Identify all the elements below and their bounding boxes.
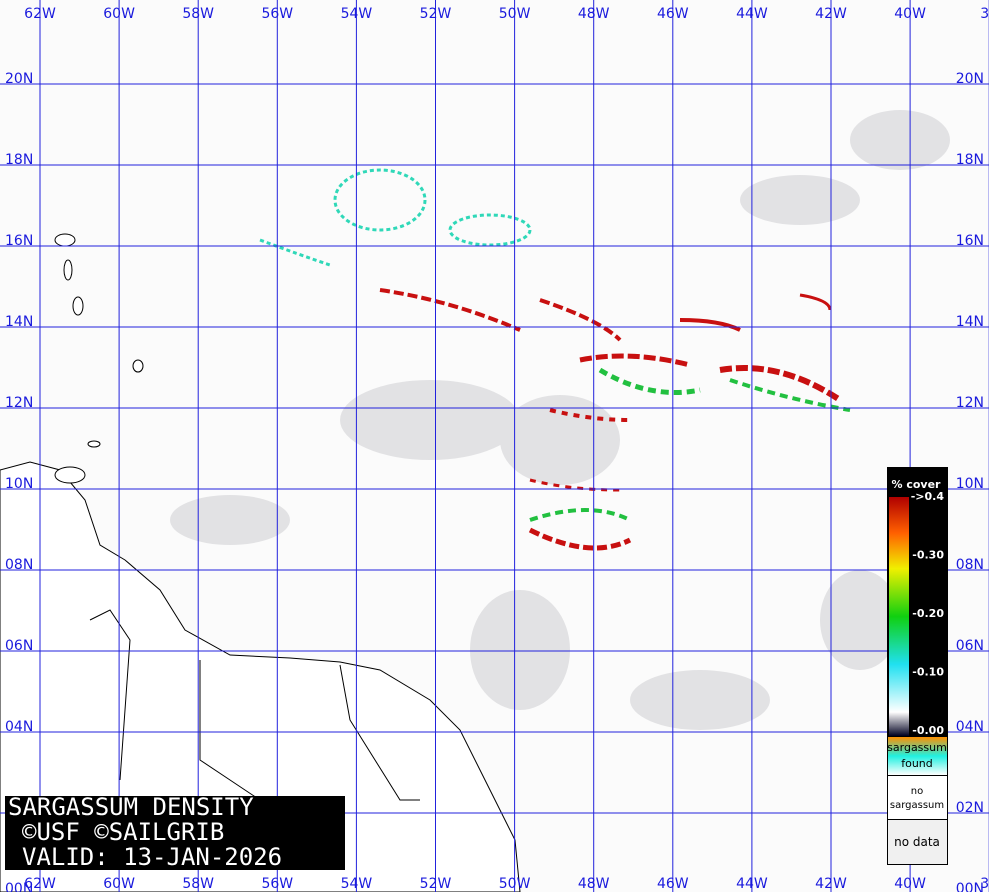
- longitude-label: 52W: [420, 6, 452, 22]
- longitude-label: 48W: [578, 876, 610, 892]
- latitude-label: 14N: [956, 314, 984, 330]
- latitude-label: 20N: [5, 71, 33, 87]
- longitude-label: 58W: [182, 6, 214, 22]
- latitude-label: 04N: [5, 719, 33, 735]
- longitude-label: 46W: [657, 876, 689, 892]
- longitude-label: 56W: [261, 6, 293, 22]
- none-swatch: [888, 776, 947, 819]
- title-line: ©USF ©SAILGRIB: [22, 818, 224, 846]
- longitude-label: 50W: [499, 876, 531, 892]
- scale-label: -0.30: [912, 549, 944, 562]
- longitude-label: 38: [980, 876, 989, 892]
- longitude-label: 46W: [657, 6, 689, 22]
- longitude-label: 48W: [578, 6, 610, 22]
- scale-label: -0.00: [912, 724, 944, 737]
- latitude-label: 12N: [956, 395, 984, 411]
- longitude-label: 38: [980, 6, 989, 22]
- title-line: VALID: 13-JAN-2026: [22, 843, 282, 871]
- latitude-label: 14N: [5, 314, 33, 330]
- scale-label: -0.20: [912, 607, 944, 620]
- latitude-label: 16N: [5, 233, 33, 249]
- longitude-label: 42W: [815, 6, 847, 22]
- longitude-label: 60W: [103, 876, 135, 892]
- found-swatch: [888, 737, 947, 775]
- legend-nodata: no data: [894, 835, 940, 849]
- latitude-label: 18N: [956, 152, 984, 168]
- latitude-label: 12N: [5, 395, 33, 411]
- latitude-label: 18N: [5, 152, 33, 168]
- longitude-label: 56W: [261, 876, 293, 892]
- scale-label: -0.10: [912, 666, 944, 679]
- longitude-label: 54W: [341, 876, 373, 892]
- latitude-label: 20N: [956, 71, 984, 87]
- legend: % cover sargassum found no sargassum no …: [887, 467, 948, 865]
- longitude-label: 52W: [420, 876, 452, 892]
- latitude-label: 08N: [5, 557, 33, 573]
- longitude-label: 58W: [182, 876, 214, 892]
- longitude-label: 42W: [815, 876, 847, 892]
- latitude-label: 00N: [956, 881, 984, 892]
- scale-label: ->0.4: [911, 490, 945, 503]
- islands: [54, 233, 144, 484]
- nodata-swatch: [888, 820, 947, 864]
- legend-title: % cover: [892, 478, 942, 491]
- longitude-label: 40W: [894, 6, 926, 22]
- longitude-label: 54W: [341, 6, 373, 22]
- latitude-label: 10N: [5, 476, 33, 492]
- title-box: [5, 796, 345, 870]
- legend-none-2: sargassum: [890, 800, 944, 811]
- longitude-label: 44W: [736, 876, 768, 892]
- colorbar: [889, 497, 909, 736]
- legend-found: sargassum: [887, 741, 947, 754]
- latitude-label: 08N: [956, 557, 984, 573]
- latitude-label: 10N: [956, 476, 984, 492]
- legend-found-2: found: [901, 757, 933, 770]
- legend-none: no: [911, 786, 923, 797]
- title-line: SARGASSUM DENSITY: [8, 793, 254, 821]
- latitude-label: 00N: [5, 881, 33, 892]
- latitude-label: 06N: [956, 638, 984, 654]
- longitude-label: 62W: [24, 876, 56, 892]
- longitude-label: 60W: [103, 6, 135, 22]
- longitude-label: 40W: [894, 876, 926, 892]
- latitude-label: 02N: [956, 800, 984, 816]
- latitude-label: 06N: [5, 638, 33, 654]
- latitude-label: 16N: [956, 233, 984, 249]
- longitude-label: 50W: [499, 6, 531, 22]
- longitude-label: 44W: [736, 6, 768, 22]
- longitude-label: 62W: [24, 6, 56, 22]
- latitude-label: 04N: [956, 719, 984, 735]
